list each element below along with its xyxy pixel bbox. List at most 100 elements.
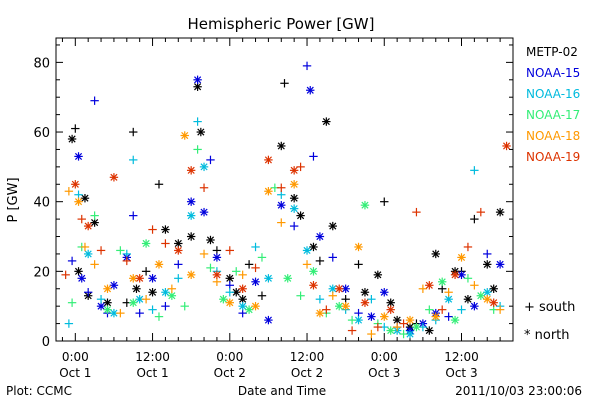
x-tick-label-time: 0:00 bbox=[216, 350, 243, 364]
noaa-19-south-point bbox=[148, 225, 157, 234]
noaa-19-north-point bbox=[335, 284, 344, 293]
noaa-16-south-point bbox=[367, 295, 376, 304]
metp-02-south-point bbox=[71, 124, 80, 133]
metp-02-north-point bbox=[80, 194, 90, 203]
noaa-19-north-point bbox=[289, 166, 299, 175]
x-tick-label-date: Oct 2 bbox=[291, 366, 323, 380]
noaa-18-south-point bbox=[116, 308, 125, 318]
metp-02-north-point bbox=[206, 235, 215, 245]
noaa-17-north-point bbox=[437, 277, 447, 286]
noaa-15-north-point bbox=[380, 288, 389, 297]
noaa-19-south-point bbox=[251, 263, 260, 273]
noaa-17-south-point bbox=[425, 305, 434, 314]
noaa-19-south-point bbox=[373, 322, 383, 332]
x-tick-label-date: Oct 2 bbox=[214, 366, 246, 380]
noaa-15-north-point bbox=[77, 274, 86, 283]
noaa-16-south-point bbox=[251, 242, 260, 252]
noaa-15-south-point bbox=[135, 308, 144, 318]
noaa-15-north-point bbox=[199, 207, 209, 217]
metp-02-north-point bbox=[463, 295, 473, 304]
noaa-18-south-point bbox=[495, 305, 505, 314]
noaa-15-north-point bbox=[367, 312, 376, 321]
metp-02-north-point bbox=[392, 315, 402, 325]
noaa-15-north-point bbox=[277, 200, 286, 210]
noaa-15-south-point bbox=[289, 221, 299, 231]
noaa-16-south-point bbox=[174, 274, 183, 283]
metp-02-north-point bbox=[431, 249, 440, 259]
x-tick-label-date: Oct 3 bbox=[445, 366, 477, 380]
plot-timestamp: 2011/10/03 23:00:06 bbox=[455, 384, 582, 398]
noaa-18-north-point bbox=[431, 312, 440, 321]
y-tick-label: 20 bbox=[33, 265, 50, 280]
metp-02-south-point bbox=[154, 180, 164, 189]
noaa-17-south-point bbox=[232, 267, 241, 276]
noaa-19-north-point bbox=[109, 173, 119, 182]
noaa-19-south-point bbox=[322, 305, 331, 314]
noaa-17-north-point bbox=[283, 274, 292, 283]
noaa-17-north-point bbox=[360, 200, 370, 210]
noaa-15-north-point bbox=[495, 260, 505, 269]
noaa-18-south-point bbox=[367, 329, 376, 339]
noaa-16-north-point bbox=[405, 329, 415, 339]
noaa-16-south-point bbox=[64, 319, 74, 328]
noaa-18-south-point bbox=[64, 187, 74, 196]
legend-noaa-18: NOAA-18 bbox=[526, 129, 580, 143]
noaa-18-south-point bbox=[90, 260, 99, 269]
x-tick-label-time: 12:00 bbox=[290, 350, 325, 364]
noaa-18-north-point bbox=[380, 312, 389, 321]
noaa-15-south-point bbox=[67, 256, 77, 266]
noaa-19-north-point bbox=[360, 298, 370, 307]
noaa-16-north-point bbox=[186, 211, 196, 220]
noaa-16-north-point bbox=[199, 162, 209, 172]
noaa-18-south-point bbox=[167, 284, 177, 293]
plot-frame bbox=[55, 37, 514, 342]
metp-02-north-point bbox=[425, 326, 434, 335]
metp-02-north-point bbox=[360, 288, 370, 297]
metp-02-north-point bbox=[296, 211, 305, 220]
noaa-15-north-point bbox=[264, 315, 273, 325]
metp-02-north-point bbox=[322, 117, 331, 126]
noaa-15-south-point bbox=[83, 288, 93, 297]
noaa-17-north-point bbox=[412, 322, 421, 332]
noaa-15-south-point bbox=[444, 312, 453, 321]
x-tick-label-time: 12:00 bbox=[135, 350, 170, 364]
noaa-16-south-point bbox=[470, 166, 479, 175]
metp-02-south-point bbox=[380, 197, 389, 206]
noaa-19-south-point bbox=[437, 305, 447, 314]
noaa-17-south-point bbox=[257, 253, 267, 262]
noaa-16-south-point bbox=[96, 295, 106, 304]
noaa-17-north-point bbox=[244, 305, 254, 314]
noaa-15-north-point bbox=[109, 281, 119, 290]
noaa-15-north-point bbox=[251, 277, 260, 286]
noaa-18-north-point bbox=[483, 295, 492, 304]
metp-02-north-point bbox=[148, 288, 157, 297]
noaa-16-south-point bbox=[129, 155, 138, 165]
noaa-15-north-point bbox=[306, 86, 315, 95]
noaa-15-north-point bbox=[212, 253, 222, 262]
noaa-18-north-point bbox=[225, 298, 234, 307]
noaa-19-north-point bbox=[264, 155, 273, 165]
marker-legend-south: + south bbox=[524, 300, 575, 315]
noaa-17-south-point bbox=[296, 291, 305, 300]
noaa-16-north-point bbox=[289, 204, 299, 213]
noaa-17-south-point bbox=[180, 301, 189, 311]
metp-02-north-point bbox=[309, 242, 318, 252]
x-tick-label-time: 0:00 bbox=[62, 350, 89, 364]
noaa-19-north-point bbox=[502, 141, 511, 151]
noaa-15-south-point bbox=[302, 61, 312, 71]
noaa-17-north-point bbox=[309, 267, 318, 276]
noaa-17-south-point bbox=[90, 211, 99, 220]
noaa-19-north-point bbox=[450, 270, 460, 280]
legend-noaa-19: NOAA-19 bbox=[526, 150, 580, 164]
noaa-18-north-point bbox=[405, 315, 415, 325]
metp-02-north-point bbox=[67, 134, 77, 144]
noaa-17-north-point bbox=[219, 295, 228, 304]
noaa-15-north-point bbox=[470, 301, 479, 311]
noaa-19-north-point bbox=[71, 180, 80, 189]
noaa-15-north-point bbox=[315, 232, 325, 241]
noaa-16-north-point bbox=[238, 301, 247, 311]
noaa-15-north-point bbox=[193, 75, 202, 84]
noaa-19-south-point bbox=[161, 239, 170, 248]
noaa-17-north-point bbox=[129, 298, 138, 307]
noaa-17-south-point bbox=[347, 315, 357, 325]
